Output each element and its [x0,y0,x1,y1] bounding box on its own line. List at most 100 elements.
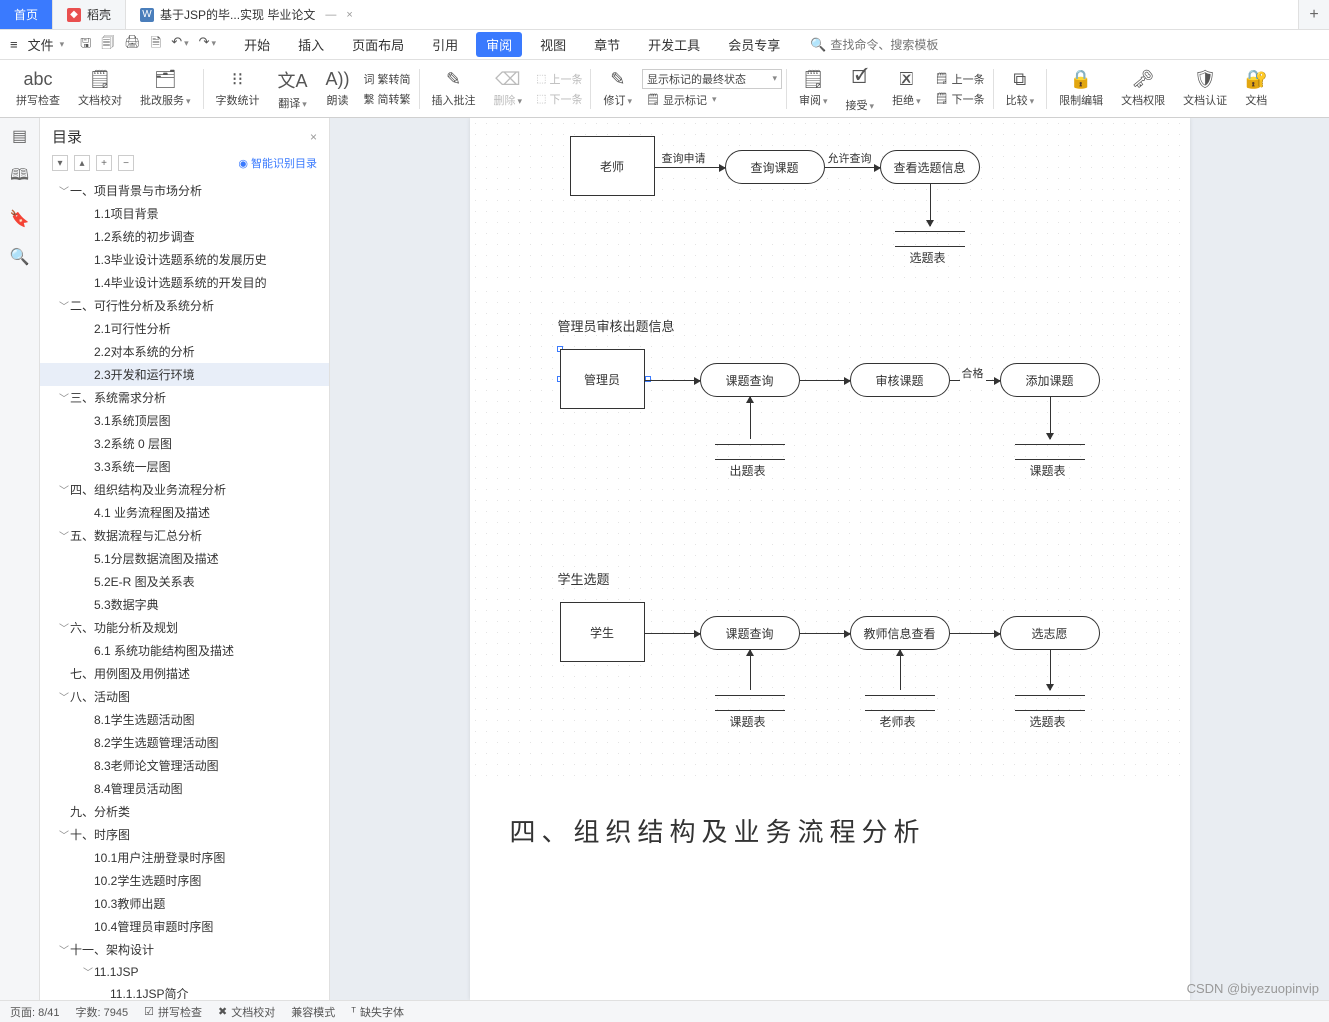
menu-1[interactable]: 插入 [288,32,334,57]
tab-close-icon[interactable]: × [346,9,352,21]
outline-item[interactable]: 1.3毕业设计选题系统的发展历史 [40,248,329,271]
print-icon[interactable]: 🖨 [124,34,141,56]
btn-prev-comment[interactable]: ⬚上一条 [532,70,586,88]
btn-translate[interactable]: 文A翻译▾ [270,60,316,117]
btn-doccheck[interactable]: 🗒文档校对 [70,60,130,117]
btn-insert-comment[interactable]: ✎插入批注 [424,60,484,117]
btn-accept[interactable]: 🗹接受▾ [838,60,883,117]
outline-item[interactable]: 2.3开发和运行环境 [40,363,329,386]
menu-2[interactable]: 页面布局 [342,32,414,57]
outline-item[interactable]: ﹀五、数据流程与汇总分析 [40,524,329,547]
outline-item[interactable]: 6.1 系统功能结构图及描述 [40,639,329,662]
outline-plus-icon[interactable]: + [96,155,112,171]
outline-item[interactable]: 2.2对本系统的分析 [40,340,329,363]
outline-item[interactable]: 九、分析类 [40,800,329,823]
outline-item[interactable]: 11.1.1JSP简介 [40,982,329,1000]
tab-document[interactable]: W 基于JSP的毕...实现 毕业论文 — × [126,0,1299,29]
btn-wordcount[interactable]: ⁝⁝字数统计 [208,60,268,117]
outline-item[interactable]: ﹀11.1JSP [40,961,329,982]
file-menu[interactable]: 文件▾ [22,35,71,54]
outline-item[interactable]: 七、用例图及用例描述 [40,662,329,685]
status-spell[interactable]: ☑拼写检查 [144,1004,202,1020]
outline-item[interactable]: 8.1学生选题活动图 [40,708,329,731]
outline-item[interactable]: 1.4毕业设计选题系统的开发目的 [40,271,329,294]
menu-8[interactable]: 会员专享 [718,32,790,57]
search-input[interactable] [830,38,970,52]
outline-item[interactable]: ﹀四、组织结构及业务流程分析 [40,478,329,501]
outline-close-icon[interactable]: × [310,130,317,144]
outline-item[interactable]: 3.1系统顶层图 [40,409,329,432]
outline-item[interactable]: 5.3数据字典 [40,593,329,616]
outline-minus-icon[interactable]: − [118,155,134,171]
btn-spellcheck[interactable]: abc拼写检查 [8,60,68,117]
btn-show-markup[interactable]: 🗒显示标记▾ [642,91,782,109]
outline-item[interactable]: 2.1可行性分析 [40,317,329,340]
menu-3[interactable]: 引用 [422,32,468,57]
save-icon[interactable]: 🖫 [80,34,91,56]
btn-delete-comment[interactable]: ⌫删除▾ [486,60,531,117]
outline-item[interactable]: 8.2学生选题管理活动图 [40,731,329,754]
btn-rnext[interactable]: 🗒下一条 [931,90,989,108]
btn-perm[interactable]: 🗝文档权限 [1113,60,1173,117]
tab-min-icon[interactable]: — [325,9,336,21]
rail-search-icon[interactable]: 🔍 [10,247,30,267]
btn-restrict[interactable]: 🔒限制编辑 [1051,60,1111,117]
saveas-icon[interactable]: 🗐 [101,34,114,56]
status-font[interactable]: ᵀ缺失字体 [351,1004,404,1020]
menu-4[interactable]: 审阅 [476,32,522,57]
outline-item[interactable]: 10.1用户注册登录时序图 [40,846,329,869]
btn-enc[interactable]: 🔐文档 [1237,60,1275,117]
status-words[interactable]: 字数: 7945 [76,1004,129,1020]
outline-item[interactable]: 4.1 业务流程图及描述 [40,501,329,524]
hamburger-icon[interactable]: ≡ [10,37,18,52]
outline-item[interactable]: 10.3教师出题 [40,892,329,915]
command-search[interactable]: 🔍 [810,37,970,53]
outline-item[interactable]: ﹀二、可行性分析及系统分析 [40,294,329,317]
btn-cert[interactable]: 🛡文档认证 [1175,60,1235,117]
outline-item[interactable]: 3.2系统 0 层图 [40,432,329,455]
flow2-actor[interactable]: 管理员 [560,349,645,409]
preview-icon[interactable]: 🗎 [151,34,161,56]
undo-icon[interactable]: ↶▾ [171,34,188,56]
document-viewport[interactable]: 老师 查询申请 查询课题 允许查询 查看选题信息 选题表 管理员审核出题信息 [330,118,1329,1000]
rail-bookmark-icon[interactable]: 🔖 [10,209,30,229]
outline-item[interactable]: 10.4管理员审题时序图 [40,915,329,938]
menu-6[interactable]: 章节 [584,32,630,57]
status-compat[interactable]: 兼容模式 [291,1004,335,1020]
tab-home[interactable]: 首页 [0,0,53,29]
outline-collapse-icon[interactable]: ▾ [52,155,68,171]
outline-item[interactable]: ﹀六、功能分析及规划 [40,616,329,639]
btn-jian2fan[interactable]: 繫简转繁 [360,90,415,108]
btn-revise[interactable]: ✎修订▾ [595,60,640,117]
outline-item[interactable]: 3.3系统一层图 [40,455,329,478]
outline-item[interactable]: 5.1分层数据流图及描述 [40,547,329,570]
btn-compare[interactable]: ⧉比较▾ [998,60,1043,117]
redo-icon[interactable]: ↷▾ [199,34,216,56]
btn-reject[interactable]: 🗷拒绝▾ [884,60,929,117]
btn-read[interactable]: A))朗读 [318,60,358,117]
outline-item[interactable]: ﹀一、项目背景与市场分析 [40,179,329,202]
outline-item[interactable]: 1.2系统的初步调查 [40,225,329,248]
outline-item[interactable]: ﹀三、系统需求分析 [40,386,329,409]
tab-new[interactable]: + [1299,0,1329,29]
outline-item[interactable]: 1.1项目背景 [40,202,329,225]
btn-next-comment[interactable]: ⬚下一条 [532,90,586,108]
outline-item[interactable]: 8.3老师论文管理活动图 [40,754,329,777]
tab-daoke[interactable]: ◆ 稻壳 [53,0,126,29]
rail-nav-icon[interactable]: 🕮 [10,164,29,191]
btn-review[interactable]: 🗒审阅▾ [791,60,836,117]
menu-0[interactable]: 开始 [234,32,280,57]
btn-rprev[interactable]: 🗒上一条 [931,70,989,88]
outline-item[interactable]: ﹀十一、架构设计 [40,938,329,961]
markup-select[interactable]: 显示标记的最终状态▾ [642,69,782,89]
outline-item[interactable]: 10.2学生选题时序图 [40,869,329,892]
rail-outline-icon[interactable]: ▤ [12,126,27,146]
status-proof[interactable]: ✖文档校对 [218,1004,275,1020]
outline-item[interactable]: 8.4管理员活动图 [40,777,329,800]
status-page[interactable]: 页面: 8/41 [10,1004,60,1020]
outline-item[interactable]: 5.2E-R 图及关系表 [40,570,329,593]
btn-batch[interactable]: 🗂批改服务▾ [132,60,199,117]
outline-ai-detect[interactable]: ◉智能识别目录 [238,155,317,171]
outline-item[interactable]: ﹀八、活动图 [40,685,329,708]
menu-7[interactable]: 开发工具 [638,32,710,57]
